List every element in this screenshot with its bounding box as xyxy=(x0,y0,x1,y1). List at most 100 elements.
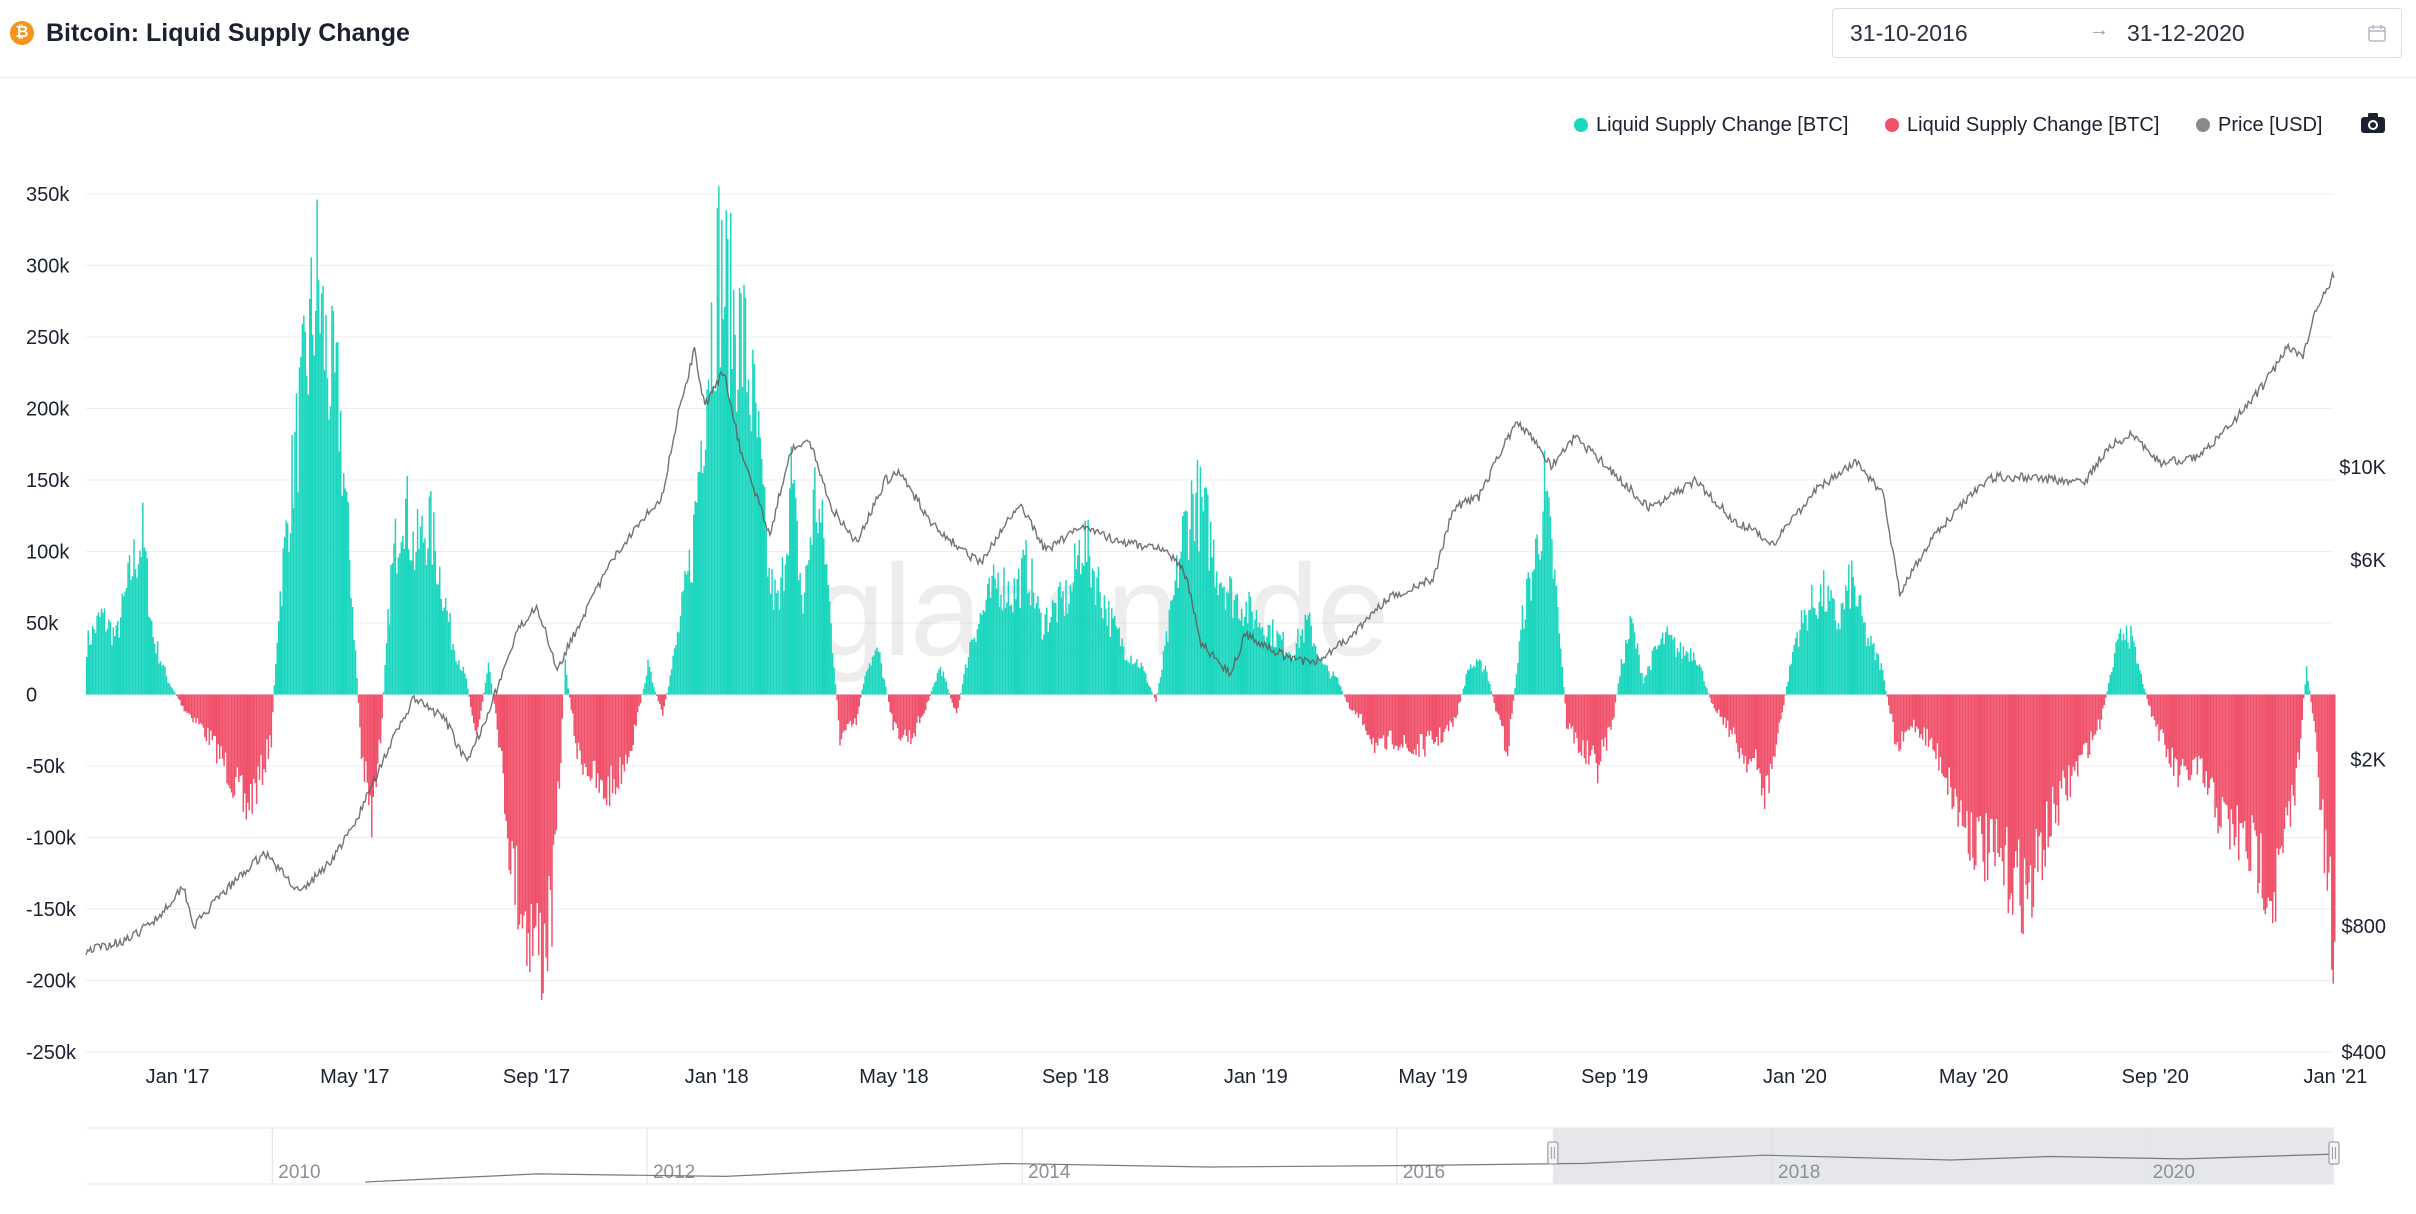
supply-bar-positive xyxy=(1527,572,1530,695)
supply-bar-negative xyxy=(1359,694,1361,714)
navigator-handle[interactable] xyxy=(1547,1141,1559,1165)
supply-bar-negative xyxy=(1438,694,1441,728)
supply-bar-positive xyxy=(173,690,175,695)
navigator-handle[interactable] xyxy=(2328,1141,2340,1165)
supply-bar-positive xyxy=(1334,675,1336,695)
supply-bar-negative xyxy=(1920,694,1922,735)
supply-bar-positive xyxy=(1032,592,1035,695)
supply-bar-positive xyxy=(1322,663,1324,695)
supply-bar-negative xyxy=(2040,694,2042,833)
supply-bar-positive xyxy=(1701,670,1704,695)
supply-bar-negative xyxy=(2224,694,2227,805)
supply-bar-negative xyxy=(359,694,361,728)
range-navigator[interactable]: 2010 2012 2014 2016 2018 2020 xyxy=(86,1127,2340,1185)
supply-bar-positive xyxy=(1862,622,1865,695)
supply-bar-positive xyxy=(1461,694,1463,695)
calendar-icon[interactable] xyxy=(2367,23,2387,43)
supply-bar-negative xyxy=(1898,694,1900,752)
supply-bar-positive xyxy=(942,671,945,695)
y-tick-label: 200k xyxy=(26,399,70,421)
supply-bar-negative xyxy=(1737,694,1739,753)
supply-bar-positive xyxy=(1257,627,1259,695)
supply-bar-positive xyxy=(1266,636,1268,695)
supply-bar-negative xyxy=(2161,694,2163,729)
supply-bar-negative xyxy=(2078,694,2080,756)
supply-bar-negative xyxy=(1778,694,1781,723)
supply-bar-negative xyxy=(2258,694,2261,884)
supply-bar-positive xyxy=(441,610,444,695)
x-tick-label: May '17 xyxy=(320,1066,389,1088)
supply-bar-positive xyxy=(1877,654,1880,695)
supply-bar-negative xyxy=(1496,694,1499,713)
supply-bar-positive xyxy=(1063,616,1066,695)
supply-bar-positive xyxy=(1195,492,1197,695)
supply-bar-negative xyxy=(1752,694,1754,758)
supply-bar-positive xyxy=(1490,690,1493,695)
supply-bar-positive xyxy=(1193,540,1196,695)
supply-bar-negative xyxy=(585,694,587,768)
supply-bar-positive xyxy=(650,671,652,695)
navigator-label: 2014 xyxy=(1028,1162,1071,1183)
supply-bar-positive xyxy=(1165,631,1168,695)
supply-bar-positive xyxy=(2130,625,2132,695)
supply-bar-negative xyxy=(1921,694,1924,740)
supply-bar-negative xyxy=(230,694,233,793)
supply-bar-negative xyxy=(2192,694,2194,761)
date-end-input[interactable]: 31-12-2020 xyxy=(2127,20,2245,46)
supply-bar-negative xyxy=(1348,694,1351,709)
supply-bar-negative xyxy=(1387,694,1389,737)
supply-bar-negative xyxy=(2012,694,2014,915)
supply-bar-negative xyxy=(611,694,614,794)
navigator-selection xyxy=(1552,1128,2334,1184)
supply-bar-negative xyxy=(2085,694,2088,743)
supply-bar-negative xyxy=(1941,694,1943,774)
supply-bar-negative xyxy=(2081,694,2083,755)
supply-bar-negative xyxy=(1610,694,1612,730)
supply-bar-negative xyxy=(2103,694,2106,705)
supply-bar-positive xyxy=(412,531,414,695)
supply-bar-positive xyxy=(972,639,974,695)
supply-bar-negative xyxy=(1997,694,1999,853)
supply-bar-negative xyxy=(1505,694,1507,753)
legend-item-supply-positive[interactable]: Liquid Supply Change [BTC] xyxy=(1574,114,1848,137)
supply-bar-positive xyxy=(1811,584,1813,695)
supply-bars xyxy=(86,186,2336,1001)
supply-bar-negative xyxy=(1970,694,1973,813)
supply-bar-positive xyxy=(1252,628,1255,695)
supply-bar-negative xyxy=(2029,694,2032,866)
supply-bar-positive xyxy=(276,642,279,695)
supply-bar-positive xyxy=(288,552,290,695)
supply-bar-positive xyxy=(1554,569,1556,695)
supply-bar-negative xyxy=(2072,694,2075,767)
supply-bar-negative xyxy=(1511,694,1513,714)
supply-bar-negative xyxy=(1954,694,1956,789)
supply-bar-positive xyxy=(439,566,441,695)
supply-bar-negative xyxy=(1577,694,1580,754)
supply-bar-positive xyxy=(1006,602,1008,695)
supply-bar-negative xyxy=(1425,694,1428,737)
camera-icon[interactable] xyxy=(2360,112,2386,134)
supply-bar-positive xyxy=(989,597,992,695)
legend-item-price[interactable]: Price [USD] xyxy=(2196,114,2322,137)
supply-bar-negative xyxy=(1709,694,1711,698)
supply-bar-positive xyxy=(1272,619,1274,695)
date-range-picker[interactable]: 31-10-2016 → 31-12-2020 xyxy=(1832,8,2402,58)
supply-bar-negative xyxy=(1512,694,1515,701)
supply-bar-positive xyxy=(932,686,934,695)
supply-bar-positive xyxy=(800,594,803,695)
supply-bar-positive xyxy=(684,571,686,695)
supply-bar-positive xyxy=(418,548,420,695)
supply-bar-negative xyxy=(904,694,906,730)
supply-bar-positive xyxy=(724,306,726,695)
legend-item-supply-negative[interactable]: Liquid Supply Change [BTC] xyxy=(1885,114,2159,137)
supply-bar-positive xyxy=(780,577,782,695)
date-start-input[interactable]: 31-10-2016 xyxy=(1850,20,1968,46)
supply-bar-positive xyxy=(1261,626,1264,695)
supply-bar-positive xyxy=(1855,606,1857,695)
supply-bar-positive xyxy=(961,684,964,695)
supply-bar-negative xyxy=(1749,694,1751,759)
supply-bar-negative xyxy=(1712,694,1714,704)
supply-bar-positive xyxy=(1530,600,1532,695)
supply-bar-negative xyxy=(2227,694,2230,819)
supply-bar-negative xyxy=(2013,694,2015,868)
